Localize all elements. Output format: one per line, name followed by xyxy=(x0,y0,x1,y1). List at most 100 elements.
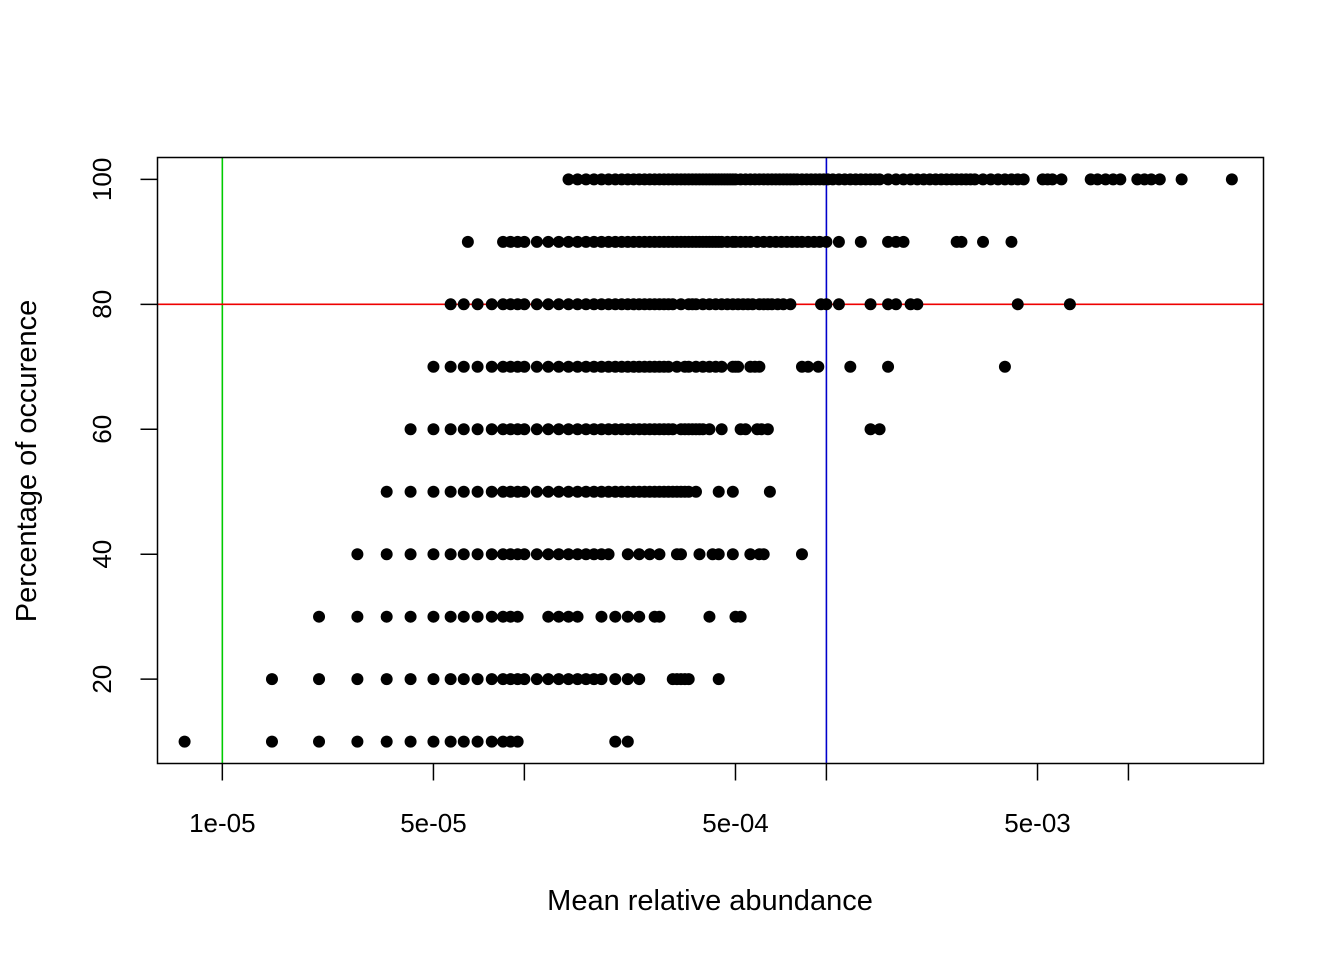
data-point-y40-31 xyxy=(744,548,757,561)
data-point-y80-8 xyxy=(530,298,543,311)
data-point-y60-1 xyxy=(427,423,440,436)
data-point-y10-2 xyxy=(313,735,326,748)
data-point-y80-57 xyxy=(911,298,924,311)
data-point-y50-5 xyxy=(471,485,484,498)
data-point-y60-12 xyxy=(552,423,565,436)
data-point-y40-27 xyxy=(693,548,706,561)
data-point-y100-68 xyxy=(873,173,886,186)
data-point-y70-47 xyxy=(882,360,895,373)
data-point-y40-1 xyxy=(380,548,393,561)
data-point-y100-0 xyxy=(562,173,575,186)
data-point-y40-22 xyxy=(633,548,646,561)
data-point-y50-1 xyxy=(404,485,417,498)
data-point-y60-41 xyxy=(739,423,752,436)
data-point-y80-49 xyxy=(784,298,797,311)
data-point-y30-0 xyxy=(313,610,326,623)
data-point-y50-2 xyxy=(427,485,440,498)
data-point-y100-105 xyxy=(1175,173,1188,186)
data-point-y30-17 xyxy=(609,610,622,623)
data-point-y50-3 xyxy=(444,485,457,498)
data-point-y10-4 xyxy=(380,735,393,748)
data-point-y60-14 xyxy=(571,423,584,436)
data-point-y50-13 xyxy=(552,485,565,498)
data-point-y60-46 xyxy=(873,423,886,436)
data-point-y60-44 xyxy=(761,423,774,436)
data-point-y70-45 xyxy=(812,360,825,373)
data-point-y40-15 xyxy=(562,548,575,561)
data-point-y100-84 xyxy=(968,173,981,186)
data-point-y60-13 xyxy=(562,423,575,436)
y-tick-label-3: 80 xyxy=(87,290,117,319)
x-tick-label-0: 1e-05 xyxy=(189,808,256,838)
data-point-y40-26 xyxy=(674,548,687,561)
data-point-y30-24 xyxy=(734,610,747,623)
data-point-y10-9 xyxy=(471,735,484,748)
data-point-y80-58 xyxy=(1011,298,1024,311)
data-point-y20-5 xyxy=(427,673,440,686)
data-point-y90-66 xyxy=(977,235,990,248)
data-point-y50-36 xyxy=(689,485,702,498)
data-point-y30-1 xyxy=(351,610,364,623)
data-point-y60-38 xyxy=(703,423,716,436)
data-point-y70-48 xyxy=(998,360,1011,373)
data-point-y90-63 xyxy=(897,235,910,248)
data-point-y30-16 xyxy=(595,610,608,623)
data-point-y50-10 xyxy=(518,485,531,498)
data-point-y10-3 xyxy=(351,735,364,748)
y-axis: 20 40 60 80 100 xyxy=(87,158,158,694)
data-point-y80-9 xyxy=(542,298,555,311)
data-point-y70-11 xyxy=(552,360,565,373)
data-point-y20-29 xyxy=(682,673,695,686)
data-point-y90-65 xyxy=(955,235,968,248)
data-point-y30-8 xyxy=(485,610,498,623)
data-point-y20-18 xyxy=(571,673,584,686)
data-point-y80-51 xyxy=(820,298,833,311)
data-point-y40-13 xyxy=(542,548,555,561)
data-point-y50-11 xyxy=(530,485,543,498)
data-point-y60-4 xyxy=(471,423,484,436)
data-point-y20-16 xyxy=(552,673,565,686)
data-point-y10-8 xyxy=(457,735,470,748)
data-point-y60-5 xyxy=(485,423,498,436)
data-point-y90-7 xyxy=(552,235,565,248)
data-point-y70-8 xyxy=(518,360,531,373)
data-point-y40-12 xyxy=(530,548,543,561)
plot-frame xyxy=(156,156,1265,765)
data-point-y40-5 xyxy=(457,548,470,561)
data-point-y10-6 xyxy=(427,735,440,748)
data-point-y80-28 xyxy=(666,298,679,311)
data-point-y30-11 xyxy=(511,610,524,623)
data-point-y20-2 xyxy=(351,673,364,686)
data-point-y20-15 xyxy=(542,673,555,686)
data-point-y90-67 xyxy=(1005,235,1018,248)
data-point-y70-4 xyxy=(485,360,498,373)
data-point-y10-15 xyxy=(621,735,634,748)
data-point-y40-29 xyxy=(712,548,725,561)
data-point-y10-0 xyxy=(178,735,191,748)
data-point-y60-11 xyxy=(542,423,555,436)
y-tick-label-1: 40 xyxy=(87,540,117,569)
data-point-y60-9 xyxy=(518,423,531,436)
data-point-y90-0 xyxy=(461,235,474,248)
data-point-y40-16 xyxy=(571,548,584,561)
data-point-y30-5 xyxy=(444,610,457,623)
y-tick-label-2: 60 xyxy=(87,415,117,444)
data-point-y80-12 xyxy=(571,298,584,311)
data-point-y20-13 xyxy=(518,673,531,686)
data-point-y10-14 xyxy=(609,735,622,748)
data-point-y90-4 xyxy=(518,235,531,248)
data-point-y30-19 xyxy=(633,610,646,623)
data-point-y20-9 xyxy=(485,673,498,686)
data-point-y60-10 xyxy=(530,423,543,436)
data-point-y80-0 xyxy=(444,298,457,311)
data-point-y40-34 xyxy=(795,548,808,561)
data-point-y50-38 xyxy=(726,485,739,498)
data-point-y70-13 xyxy=(571,360,584,373)
y-tick-label-0: 20 xyxy=(87,665,117,694)
data-point-y80-7 xyxy=(518,298,531,311)
data-point-y10-10 xyxy=(485,735,498,748)
data-point-y100-94 xyxy=(1046,173,1059,186)
data-point-y10-5 xyxy=(404,735,417,748)
